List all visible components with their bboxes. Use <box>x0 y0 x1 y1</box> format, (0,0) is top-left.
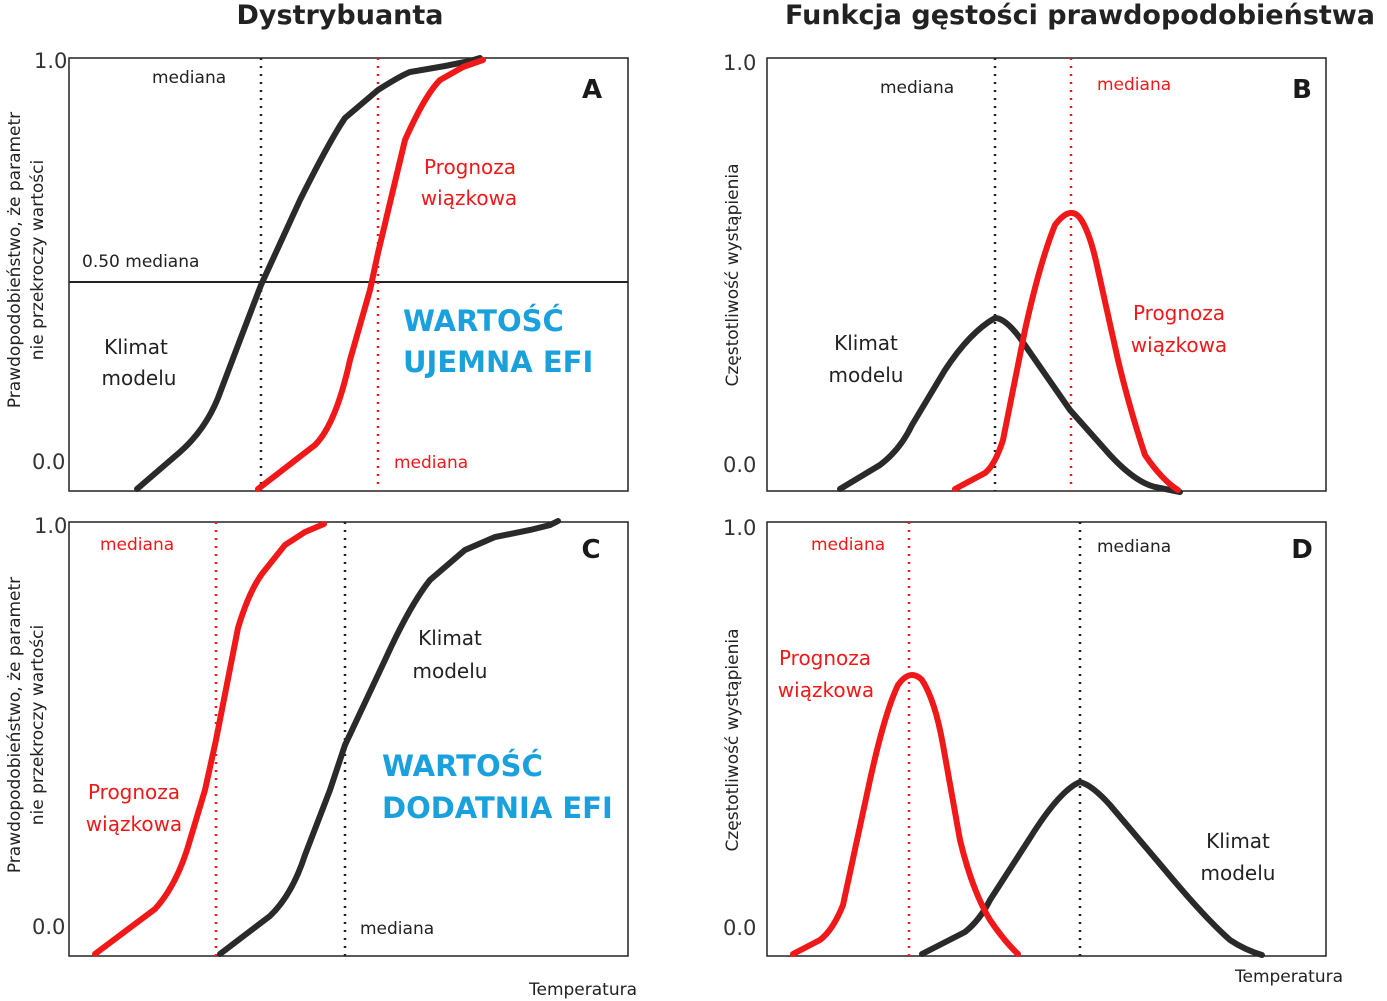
panel-c-ensemble-cdf-curve <box>92 521 327 957</box>
panel-d-frame <box>766 521 1327 957</box>
panel-a-frame <box>68 57 629 492</box>
panel-a-ensemble-label-2: wiązkowa <box>421 186 517 210</box>
panel-b-y-label: Częstotliwość wystąpienia <box>723 164 743 387</box>
panel-b-frame <box>766 57 1327 492</box>
panel-a-y-label-1: Prawdopodobieństwo, że parametr <box>5 112 25 408</box>
title-pdf: Funkcja gęstości prawdopodobieństwa <box>785 0 1375 31</box>
panel-a-tick-top: 1.0 <box>34 49 67 73</box>
panel-b-climate-pdf-curve <box>837 314 1183 495</box>
panel-a-tick-bottom: 0.0 <box>32 450 65 474</box>
panel-c-efi-label-1: WARTOŚĆ <box>382 749 543 783</box>
panel-b-climate-label-1: Klimat <box>834 331 898 355</box>
panel-b-climate-median-label: mediana <box>880 78 954 98</box>
panel-c-ensemble-label-1: Prognoza <box>88 780 180 804</box>
panel-a-climate-label-2: modelu <box>102 366 177 390</box>
panel-d-climate-label-2: modelu <box>1201 861 1276 885</box>
panel-d-letter: D <box>1291 535 1313 565</box>
panel-a-ensemble-cdf-curve <box>255 57 486 492</box>
panel-b-climate-label-2: modelu <box>829 363 904 387</box>
panel-d-x-label: Temperatura <box>1234 967 1343 987</box>
panel-c-tick-bottom: 0.0 <box>32 915 65 939</box>
panel-d-ensemble-pdf-curve <box>790 672 1021 957</box>
panel-d-ensemble-label-2: wiązkowa <box>778 678 874 702</box>
panel-c: 1.0 0.0 mediana mediana Klimat modelu Pr… <box>5 514 637 1000</box>
panel-c-climate-cdf-curve <box>217 518 561 957</box>
panel-b-ensemble-median-label: mediana <box>1097 75 1171 95</box>
panel-c-x-label: Temperatura <box>528 980 637 1000</box>
panel-c-y-label-1: Prawdopodobieństwo, że parametr <box>5 577 25 873</box>
panel-d-tick-top: 1.0 <box>723 516 756 540</box>
panel-a-half-median-label: 0.50 mediana <box>82 252 199 272</box>
panel-c-frame <box>68 521 629 957</box>
panel-c-climate-median-label: mediana <box>360 919 434 939</box>
panel-b-ensemble-label-1: Prognoza <box>1133 301 1225 325</box>
panel-c-ensemble-median-label: mediana <box>100 535 174 555</box>
panel-d-climate-pdf-curve <box>919 778 1265 958</box>
panel-c-ensemble-label-2: wiązkowa <box>86 812 182 836</box>
panel-a-efi-label-1: WARTOŚĆ <box>403 304 564 338</box>
panel-c-letter: C <box>581 535 600 565</box>
panel-b-tick-bottom: 0.0 <box>723 453 756 477</box>
panel-a: 1.0 0.0 mediana mediana 0.50 mediana Kli… <box>5 49 629 492</box>
panel-a-y-label-2: nie przekroczy wartości <box>28 160 48 360</box>
panel-d-ensemble-median-label: mediana <box>811 535 885 555</box>
panel-a-efi-label-2: UJEMNA EFI <box>403 345 593 379</box>
panel-a-climate-cdf-curve <box>134 55 483 492</box>
panel-d: 1.0 0.0 mediana mediana Prognoza wiązkow… <box>723 516 1343 987</box>
panel-b-tick-top: 1.0 <box>723 51 756 75</box>
panel-c-y-label-2: nie przekroczy wartości <box>28 625 48 825</box>
panel-d-tick-bottom: 0.0 <box>723 916 756 940</box>
panel-a-letter: A <box>582 75 602 105</box>
panel-b: 1.0 0.0 mediana mediana Klimat modelu Pr… <box>723 51 1327 495</box>
panel-c-tick-top: 1.0 <box>34 514 67 538</box>
panel-a-climate-median-label: mediana <box>152 68 226 88</box>
panel-d-climate-median-label: mediana <box>1097 537 1171 557</box>
panel-c-climate-label-1: Klimat <box>418 626 482 650</box>
panel-a-ensemble-label-1: Prognoza <box>424 155 516 179</box>
panel-d-climate-label-1: Klimat <box>1206 829 1270 853</box>
panel-a-ensemble-median-label: mediana <box>394 453 468 473</box>
panel-c-efi-label-2: DODATNIA EFI <box>382 791 613 825</box>
panel-d-ensemble-label-1: Prognoza <box>779 646 871 670</box>
panel-a-climate-label-1: Klimat <box>104 335 168 359</box>
title-cdf: Dystrybuanta <box>236 0 443 31</box>
panel-b-ensemble-label-2: wiązkowa <box>1131 333 1227 357</box>
panel-d-y-label: Częstotliwość wystąpienia <box>723 629 743 852</box>
panel-b-letter: B <box>1292 75 1312 105</box>
panel-b-ensemble-pdf-curve <box>952 209 1181 493</box>
panel-c-climate-label-2: modelu <box>413 659 488 683</box>
